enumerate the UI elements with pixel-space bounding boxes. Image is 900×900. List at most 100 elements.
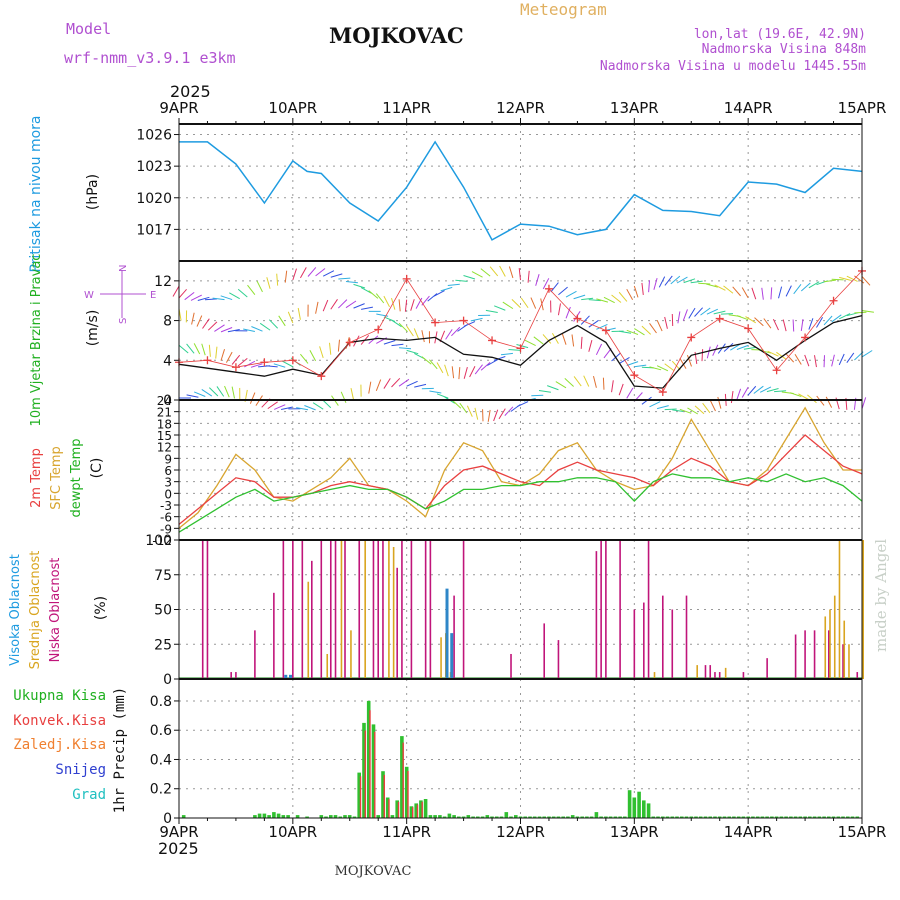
wind-barb: [774, 390, 787, 393]
precip-bar: [457, 816, 461, 818]
precip-bar: [357, 772, 361, 818]
precip-bar: [594, 812, 599, 818]
wind-barb: [542, 334, 552, 344]
precip-bar: [774, 816, 779, 818]
wind-barb: [433, 290, 445, 297]
gust-marker: [231, 363, 240, 372]
lonlat-text: lon,lat (19.6E, 42.9N): [694, 27, 866, 42]
wind-barb: [463, 275, 476, 280]
wind-barb: [789, 392, 802, 398]
footer-station: MOJKOVAC: [335, 864, 412, 879]
y-tick-label: 6: [164, 464, 172, 478]
wind-barb: [207, 321, 218, 331]
wind-barb: [231, 354, 241, 365]
precip-bar: [423, 799, 428, 818]
y-tick-label: -9: [160, 522, 172, 536]
wind-barb: [383, 378, 391, 389]
precip-bar: [812, 816, 817, 818]
wind-barb: [723, 285, 734, 294]
gust-marker: [744, 324, 753, 333]
precip-bar: [808, 816, 812, 818]
wind-barb: [319, 346, 324, 359]
gust-marker: [459, 316, 468, 325]
precip-bar: [618, 816, 622, 818]
precip-bar: [419, 800, 423, 818]
wind-barb: [330, 299, 338, 310]
wind-barb: [770, 287, 773, 300]
wind-barb: [361, 306, 373, 310]
precip-bar: [466, 815, 471, 818]
y-tick-label: 0.2: [150, 782, 172, 798]
y-tick-label: 75: [154, 568, 172, 584]
precip-bar: [665, 816, 670, 818]
wind-barb: [237, 357, 248, 367]
precip-bar: [760, 816, 765, 818]
precip-bar: [523, 816, 527, 818]
wind-barb: [436, 362, 444, 374]
wind-barb: [736, 344, 749, 350]
panel-frame: [178, 539, 863, 680]
wind-barb: [220, 349, 226, 361]
gust-marker: [772, 366, 781, 375]
precip-bar: [732, 816, 736, 818]
wind-barb: [530, 297, 537, 309]
wind-barb: [565, 290, 577, 298]
wind-barb: [247, 284, 256, 296]
wind-barb: [502, 301, 514, 310]
precip-bar: [276, 813, 281, 818]
convective-bar: [407, 770, 409, 818]
wind-barb: [861, 309, 874, 313]
wind-barb: [634, 364, 647, 368]
wind-barb: [706, 308, 719, 315]
precip-bar: [656, 816, 660, 818]
wind-barb: [687, 407, 699, 415]
wind-barb: [470, 317, 483, 322]
precip-bar: [305, 816, 309, 818]
wind-barb: [588, 339, 593, 352]
wind-barb: [368, 381, 372, 394]
precip-bar: [717, 816, 722, 818]
wind-barb: [511, 299, 521, 309]
wind-barb: [186, 394, 199, 398]
precip-bar: [670, 816, 675, 818]
wind-barb: [861, 276, 871, 286]
wind-barb: [300, 353, 309, 364]
wind-barb: [516, 344, 529, 349]
wind-barb: [297, 307, 301, 320]
wind-barb: [656, 365, 669, 372]
gust-marker: [658, 388, 667, 397]
wind-barb: [772, 318, 779, 331]
year-top: 2025: [170, 82, 211, 101]
wind-barb: [304, 405, 316, 411]
y-tick-label: 0.6: [150, 723, 172, 739]
wind-barb: [322, 270, 335, 277]
wind-barb: [353, 303, 365, 309]
precip-bar: [347, 815, 352, 818]
model-name: wrf-nmm_v3.9.1 e3km: [64, 49, 236, 67]
precip-bar: [570, 815, 575, 818]
wind-barb: [831, 314, 842, 323]
wind-barb: [237, 288, 248, 298]
wind-barb: [527, 270, 530, 283]
wind-barb: [345, 281, 358, 284]
gust-marker: [573, 314, 582, 323]
precip-bar: [637, 791, 641, 818]
wind-barb: [723, 343, 734, 352]
wind-barb: [588, 319, 599, 328]
wind-barb: [676, 276, 688, 284]
precip-bar: [343, 815, 347, 818]
wind-barb: [794, 353, 802, 365]
wind-barb: [391, 377, 401, 388]
wind-barb: [782, 319, 787, 332]
precip-unit: 1hr Precip (mm): [112, 687, 128, 813]
precip-bar: [604, 816, 608, 818]
wind-barb: [214, 324, 225, 332]
time-label-top: 14APR: [724, 99, 773, 117]
precip-bar: [580, 816, 584, 818]
time-label-bottom: 14APR: [724, 823, 773, 841]
wind-barb: [201, 389, 213, 397]
wind-barb: [268, 319, 279, 329]
convective-bar: [369, 710, 371, 818]
dewpoint-line: [178, 473, 863, 533]
wind-barb: [753, 385, 764, 394]
